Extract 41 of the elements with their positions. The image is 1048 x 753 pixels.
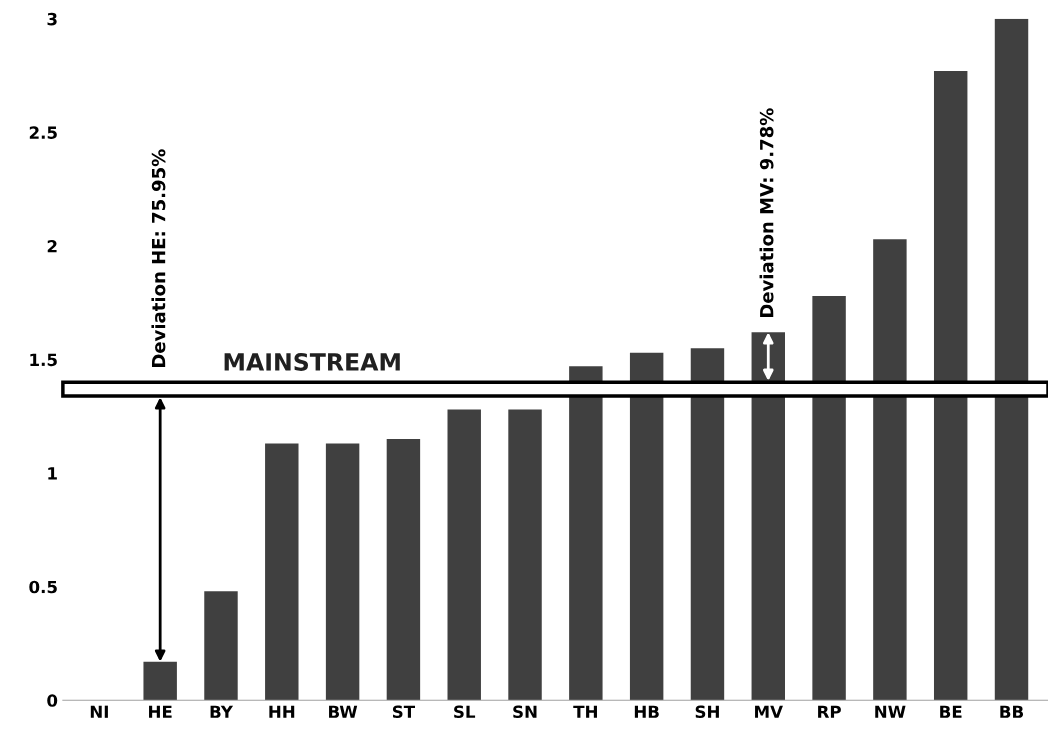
x-tick-label: BE	[940, 705, 962, 718]
y-tick-label: 3	[47, 12, 57, 26]
bar	[508, 409, 542, 701]
x-tick-label: TH	[573, 705, 597, 718]
x-tick-label: HE	[149, 705, 172, 718]
bar	[447, 409, 481, 701]
bar	[629, 352, 664, 701]
x-tick-label: HB	[634, 705, 659, 718]
y-tick-label: 0	[47, 694, 58, 707]
y-tick-label: 2	[47, 239, 57, 253]
bar	[386, 439, 421, 701]
x-tick-label: RP	[818, 705, 841, 718]
x-tick-label: NW	[875, 705, 906, 718]
x-tick-label: HH	[269, 705, 295, 718]
y-tick-label: 2.5	[29, 126, 57, 139]
y-tick-label: 0.5	[29, 580, 57, 594]
annotation: Deviation HE: 75.95%	[151, 149, 166, 367]
y-tick-label: 1.5	[30, 353, 57, 367]
bar	[143, 661, 177, 701]
bar	[933, 71, 968, 701]
bar	[690, 348, 725, 701]
bar	[204, 591, 238, 701]
bar	[873, 239, 907, 701]
x-tick-label: MV	[755, 705, 783, 718]
x-tick-label: BW	[329, 705, 358, 718]
x-tick-label: ST	[392, 705, 416, 719]
bar	[812, 295, 846, 701]
bar	[751, 332, 785, 701]
x-tick-label: BB	[1000, 705, 1024, 718]
x-tick-label: SH	[695, 705, 719, 719]
bar	[265, 443, 299, 701]
x-tick-label: SL	[454, 705, 476, 719]
band-label: MAINSTREAM	[224, 353, 400, 371]
annotation: Deviation MV: 9.78%	[759, 108, 774, 318]
y-tick-label: 1	[48, 467, 57, 480]
bar	[325, 443, 360, 701]
bar	[994, 18, 1029, 701]
x-tick-label: NI	[90, 705, 108, 718]
bar	[569, 366, 603, 701]
x-tick-label: BY	[210, 705, 234, 718]
x-tick-label: SN	[513, 705, 537, 719]
